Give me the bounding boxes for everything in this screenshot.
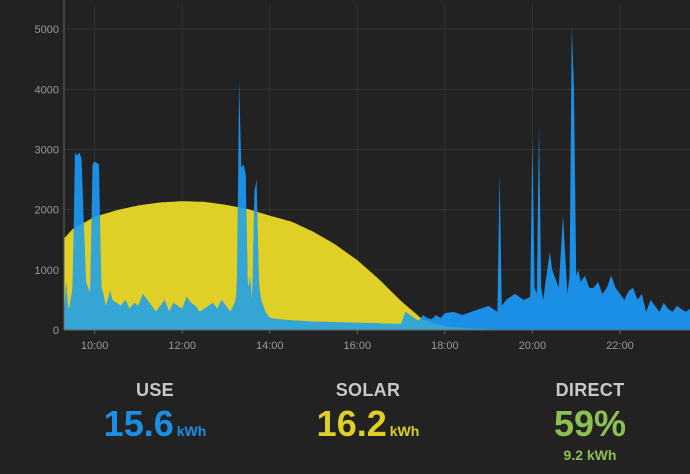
x-tick-label: 16:00 — [344, 340, 372, 352]
x-tick-label: 10:00 — [81, 340, 109, 352]
y-tick-label: 4000 — [35, 84, 59, 96]
solar-value: 16.2 — [316, 403, 387, 444]
x-tick-label: 20:00 — [519, 340, 547, 352]
energy-chart: 0 1000 2000 3000 4000 5000 10:00 12:00 14:00 16:0… — [35, 0, 690, 352]
use-label: USE — [136, 380, 174, 400]
use-value-row: 15.6 kWh — [55, 403, 255, 445]
use-value: 15.6 — [103, 403, 174, 444]
y-tick-label: 5000 — [35, 24, 59, 36]
summary-stats: USE 15.6 kWh SOLAR 16.2 kWh DIRECT 59% 9.2… — [0, 380, 690, 474]
y-tick-label: 3000 — [35, 144, 59, 156]
use-stat: USE 15.6 kWh — [55, 380, 255, 445]
solar-unit: kWh — [389, 423, 420, 439]
direct-stat: DIRECT 59% 9.2 kWh — [490, 380, 690, 463]
y-tick-label: 0 — [53, 325, 59, 337]
direct-value: 59% — [553, 403, 627, 444]
solar-stat: SOLAR 16.2 kWh — [268, 380, 468, 445]
x-tick-label: 14:00 — [256, 340, 284, 352]
overlap-area — [64, 207, 690, 330]
use-unit: kWh — [176, 423, 207, 439]
x-tick-label: 22:00 — [606, 340, 634, 352]
x-tick-label: 12:00 — [168, 340, 196, 352]
chart-axes: 0 1000 2000 3000 4000 5000 10:00 12:00 14:00 16:0… — [35, 0, 690, 352]
use-area — [64, 26, 690, 330]
direct-sub-value: 9.2 kWh — [563, 447, 617, 463]
direct-value-row: 59% — [490, 403, 690, 445]
y-tick-label: 1000 — [35, 265, 59, 277]
solar-label: SOLAR — [335, 380, 401, 400]
y-tick-label: 2000 — [35, 205, 59, 217]
solar-value-row: 16.2 kWh — [268, 403, 468, 445]
solar-area — [64, 201, 690, 330]
x-tick-label: 18:00 — [431, 340, 459, 352]
direct-label: DIRECT — [555, 380, 625, 400]
